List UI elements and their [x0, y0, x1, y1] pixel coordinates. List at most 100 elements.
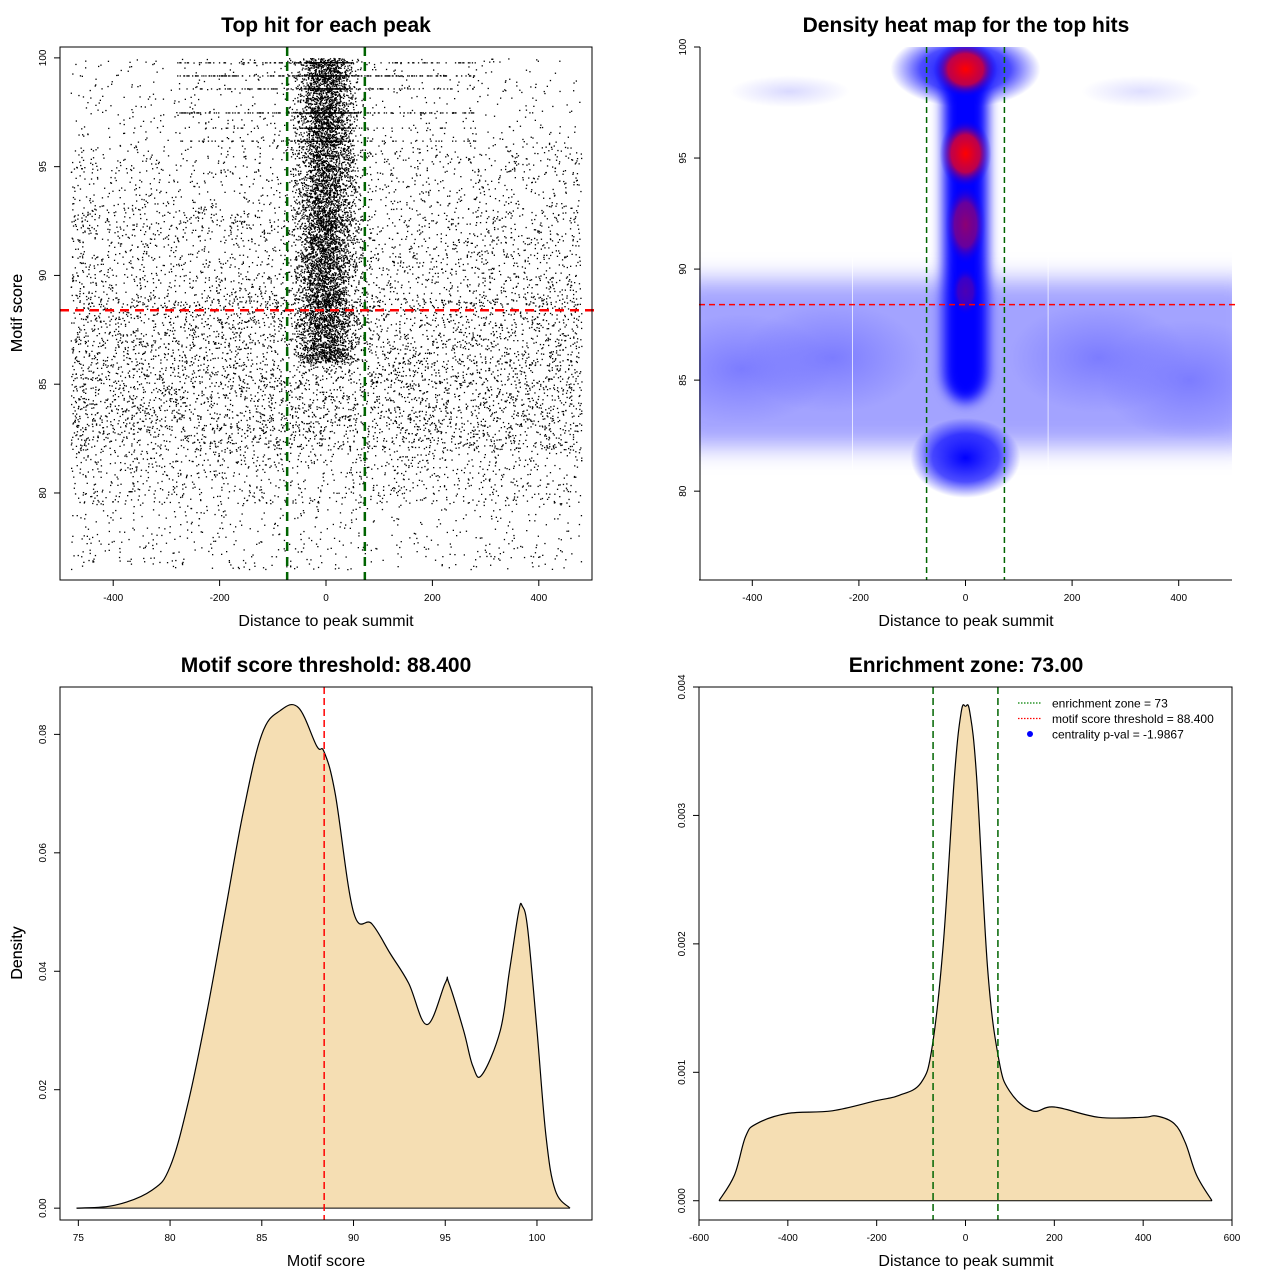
data-point: [230, 350, 231, 351]
data-point: [161, 426, 162, 427]
data-point: [575, 381, 576, 382]
data-point: [436, 342, 437, 343]
data-point: [252, 311, 253, 312]
data-point: [251, 556, 252, 557]
data-point: [485, 363, 486, 364]
data-point: [421, 320, 422, 321]
data-point: [165, 354, 166, 355]
data-point: [392, 253, 393, 254]
data-point: [273, 336, 274, 337]
data-point: [299, 274, 300, 275]
data-point: [304, 410, 305, 411]
data-point: [260, 153, 261, 154]
data-point: [133, 214, 134, 215]
data-point: [161, 405, 162, 406]
data-point: [173, 334, 174, 335]
data-point: [507, 376, 508, 377]
data-point: [496, 380, 497, 381]
data-point: [481, 258, 482, 259]
data-point: [259, 428, 260, 429]
data-point: [327, 484, 328, 485]
data-point: [221, 221, 222, 222]
data-point: [409, 249, 410, 250]
data-point: [556, 314, 557, 315]
data-point: [401, 239, 402, 240]
data-point: [263, 399, 264, 400]
data-point: [532, 497, 533, 498]
data-point: [365, 360, 366, 361]
data-point: [501, 290, 502, 291]
data-point: [473, 406, 474, 407]
data-point: [231, 451, 232, 452]
data-point: [548, 345, 549, 346]
data-point: [199, 305, 200, 306]
data-point: [111, 482, 112, 483]
data-point: [518, 391, 519, 392]
data-point: [481, 537, 482, 538]
data-point: [72, 162, 73, 163]
data-point: [172, 461, 173, 462]
data-point: [547, 159, 548, 160]
data-point: [499, 265, 500, 266]
data-point: [272, 534, 273, 535]
data-point: [146, 194, 147, 195]
data-point: [299, 408, 300, 409]
data-point: [226, 551, 227, 552]
data-point: [287, 194, 288, 195]
data-point: [176, 389, 177, 390]
data-point: [345, 374, 346, 375]
data-point: [73, 555, 74, 556]
data-point: [94, 219, 95, 220]
data-point: [474, 449, 475, 450]
data-point: [502, 355, 503, 356]
data-point: [476, 290, 477, 291]
data-point: [401, 304, 402, 305]
data-point: [85, 332, 86, 333]
data-point: [272, 398, 273, 399]
data-point: [241, 420, 242, 421]
data-point: [199, 193, 200, 194]
data-point: [389, 398, 390, 399]
data-point: [211, 398, 212, 399]
data-point: [281, 380, 282, 381]
data-point: [384, 416, 385, 417]
data-point: [176, 482, 177, 483]
data-point: [204, 357, 205, 358]
data-point: [221, 147, 222, 148]
data-point: [198, 208, 199, 209]
data-point: [287, 493, 288, 494]
data-point: [275, 464, 276, 465]
data-point: [94, 498, 95, 499]
data-point: [336, 408, 337, 409]
data-point: [479, 372, 480, 373]
data-point: [360, 152, 361, 153]
data-point: [73, 322, 74, 323]
data-point: [412, 337, 413, 338]
data-point: [93, 400, 94, 401]
data-point: [82, 213, 83, 214]
data-point: [205, 472, 206, 473]
data-point: [114, 356, 115, 357]
data-point: [404, 334, 405, 335]
data-point: [272, 318, 273, 319]
data-point: [222, 332, 223, 333]
data-point: [94, 358, 95, 359]
data-point: [230, 442, 231, 443]
data-point: [515, 406, 516, 407]
data-point: [575, 431, 576, 432]
data-point: [220, 501, 221, 502]
data-point: [306, 431, 307, 432]
data-point: [263, 204, 264, 205]
data-point: [562, 360, 563, 361]
data-point: [295, 300, 296, 301]
data-point: [419, 214, 420, 215]
data-point: [360, 502, 361, 503]
data-point: [336, 368, 337, 369]
data-point: [546, 376, 547, 377]
data-point: [79, 472, 80, 473]
data-point: [376, 485, 377, 486]
data-point: [503, 552, 504, 553]
data-point: [424, 358, 425, 359]
data-point: [367, 508, 368, 509]
data-point: [471, 569, 472, 570]
